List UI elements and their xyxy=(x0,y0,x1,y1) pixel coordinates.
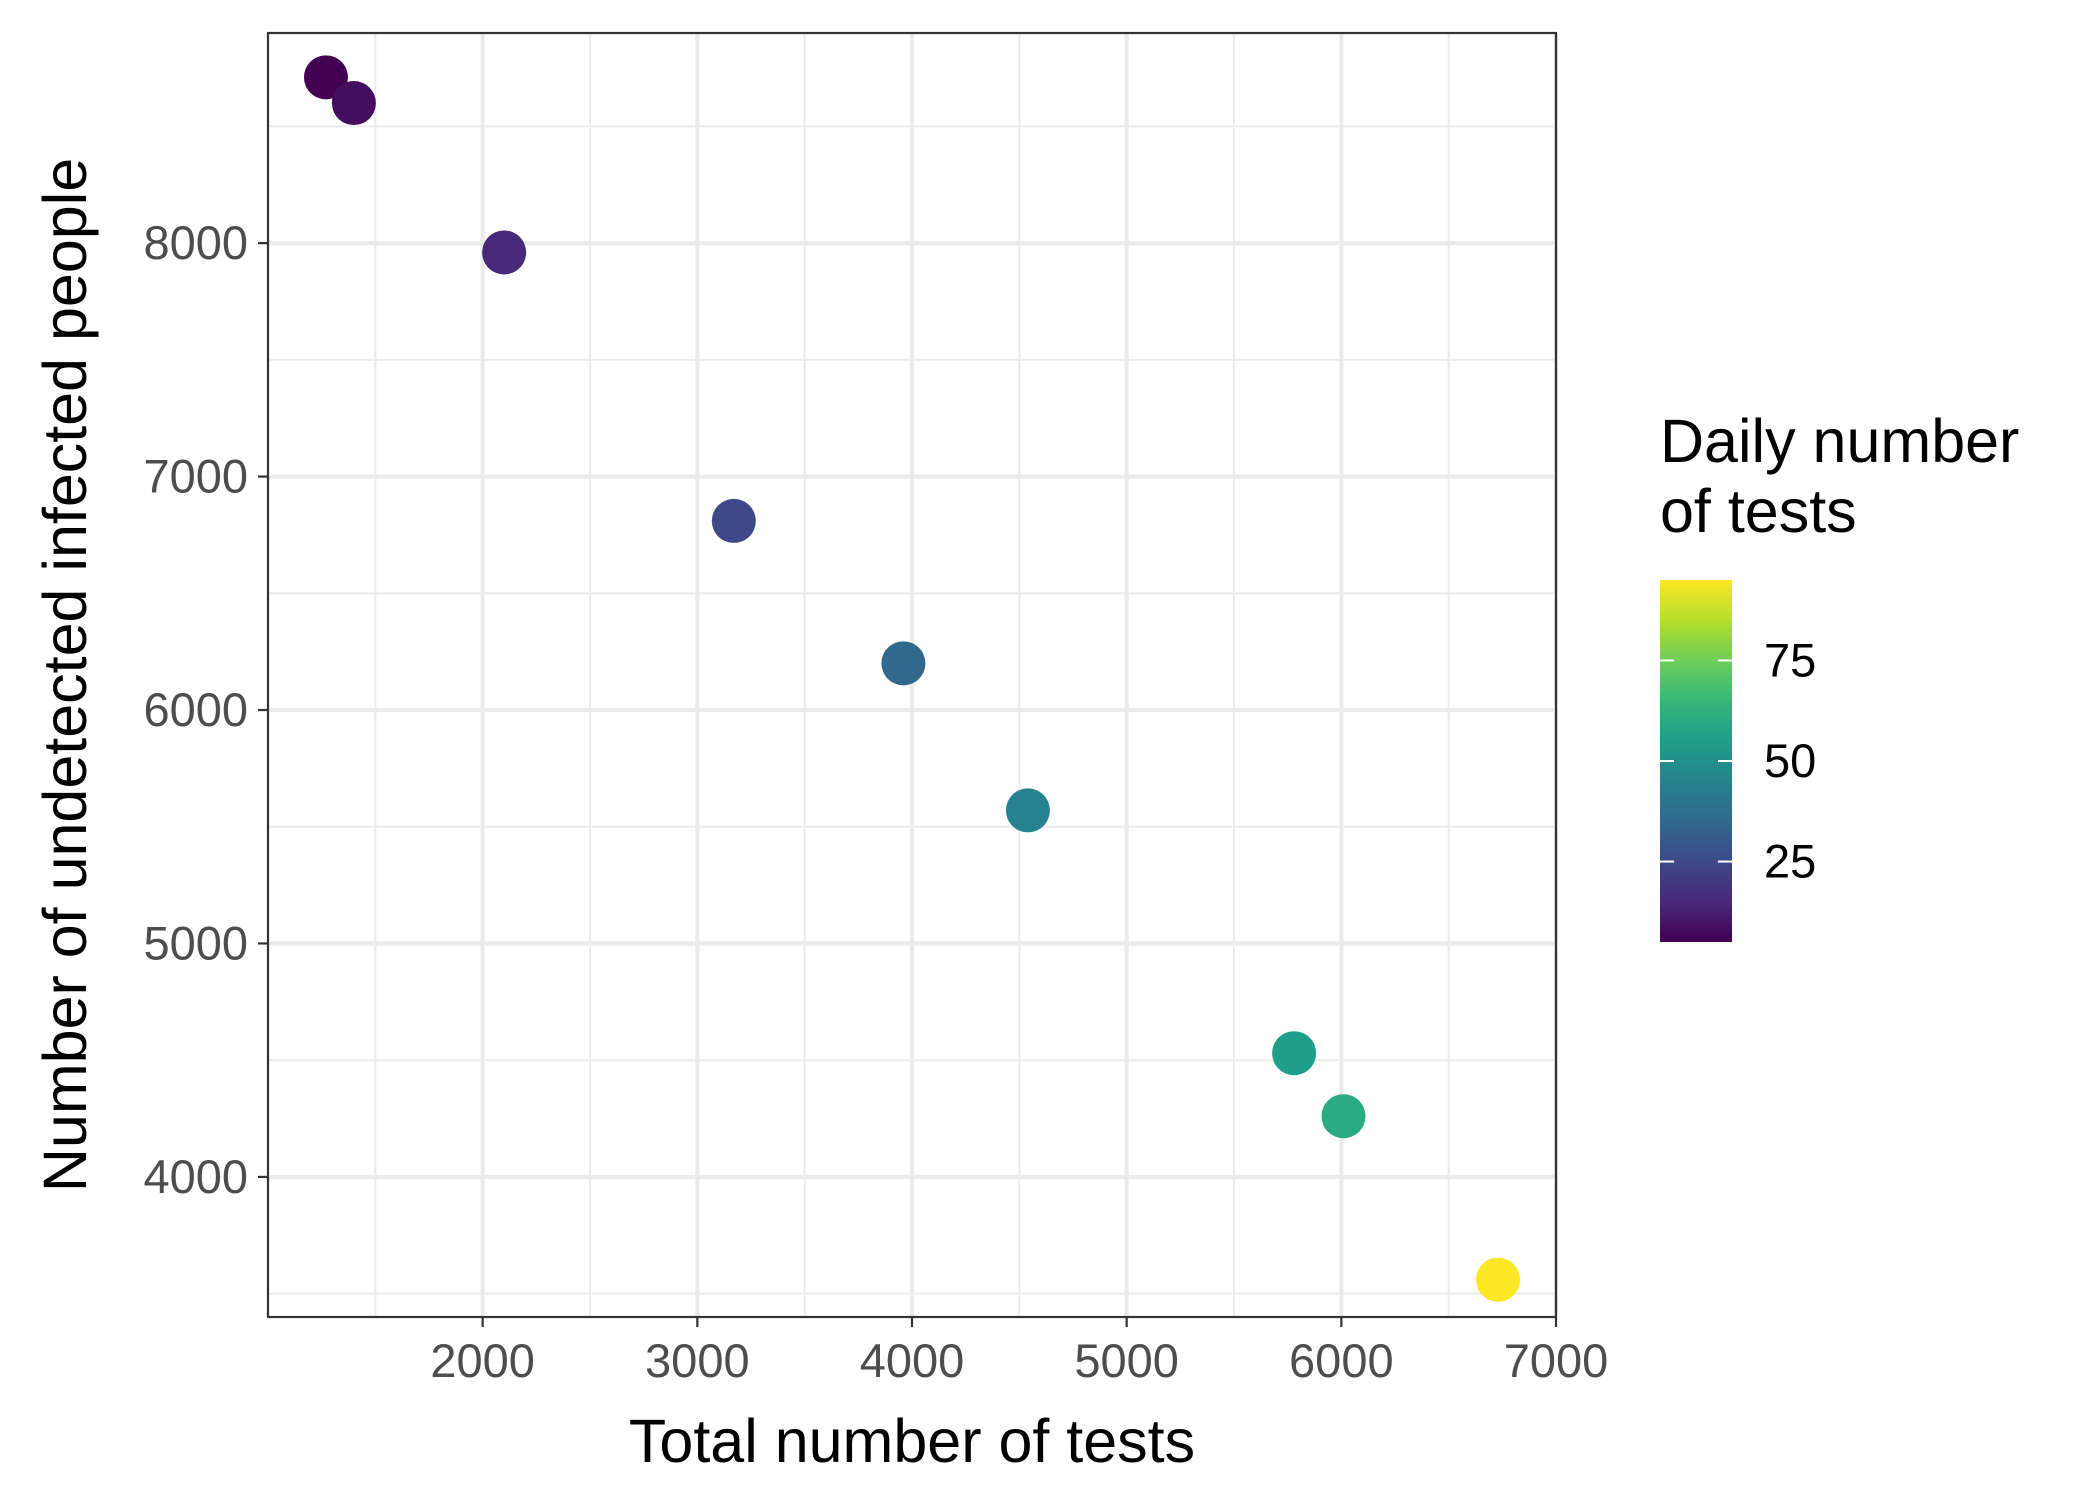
y-tick-label: 8000 xyxy=(143,216,248,269)
colorbar-ticks: 25 50 75 xyxy=(1660,633,1816,888)
legend-title-line-1: Daily number xyxy=(1660,407,2019,475)
data-points xyxy=(303,55,1521,1302)
x-tick-label: 2000 xyxy=(430,1334,535,1387)
y-tick-label: 4000 xyxy=(143,1150,248,1203)
y-tick-label: 6000 xyxy=(143,683,248,736)
x-tick-label: 5000 xyxy=(1074,1334,1179,1387)
data-point xyxy=(881,641,926,686)
y-tick-label: 7000 xyxy=(143,450,248,503)
x-axis-title: Total number of tests xyxy=(629,1407,1195,1475)
data-point xyxy=(1272,1031,1317,1076)
color-legend: Daily number of tests 25 50 75 xyxy=(1660,407,2019,942)
axes: 2000 3000 4000 5000 6000 7000 4000 5000 6000 7000… xyxy=(143,216,1608,1387)
data-point xyxy=(1005,788,1050,833)
data-point xyxy=(711,498,756,543)
colorbar-tick-label: 25 xyxy=(1764,835,1816,888)
x-tick-label: 4000 xyxy=(860,1334,965,1387)
x-tick-label: 3000 xyxy=(645,1334,750,1387)
data-point xyxy=(1476,1257,1521,1302)
y-axis-title: Number of undetected infected people xyxy=(31,158,99,1192)
x-tick-label: 7000 xyxy=(1504,1334,1609,1387)
legend-title-line-2: of tests xyxy=(1660,477,1857,545)
data-point xyxy=(331,81,376,126)
y-tick-label: 5000 xyxy=(143,916,248,969)
data-point xyxy=(482,230,527,275)
colorbar-tick-label: 75 xyxy=(1764,633,1816,686)
colorbar-tick-label: 50 xyxy=(1764,734,1816,787)
data-point xyxy=(1321,1094,1366,1139)
data-point xyxy=(303,55,348,100)
x-tick-label: 6000 xyxy=(1289,1334,1394,1387)
